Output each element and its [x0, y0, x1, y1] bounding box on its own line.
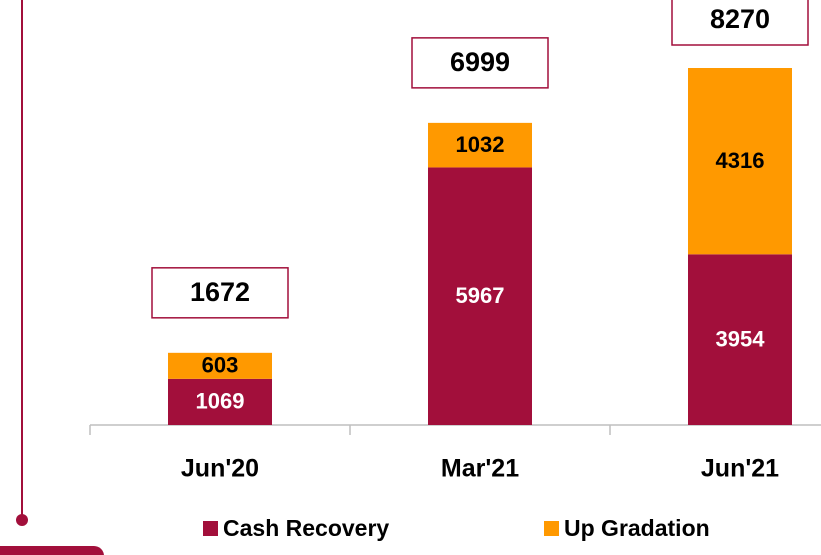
bar-segment: [688, 68, 792, 255]
total-box: [411, 37, 549, 89]
data-label: 603: [202, 353, 239, 378]
total-label: 8270: [710, 4, 770, 34]
bar-segment: [428, 122, 532, 168]
data-label: 4316: [716, 148, 765, 173]
x-tick-label: Mar'21: [441, 455, 519, 483]
data-label: 3954: [716, 326, 766, 351]
legend-label: Up Gradation: [564, 515, 710, 541]
total-label: 1672: [190, 277, 250, 307]
data-label: 5967: [456, 283, 505, 308]
bar-segment: [168, 352, 272, 379]
data-label: 1069: [196, 389, 245, 414]
legend-label: Cash Recovery: [223, 515, 389, 541]
total-box: [151, 267, 289, 319]
total-box: [671, 0, 809, 46]
decor-dot: [16, 514, 28, 526]
data-label: 1032: [456, 132, 505, 157]
total-label: 6999: [450, 47, 510, 77]
bar-segment: [428, 167, 532, 425]
legend-swatch: [203, 521, 218, 536]
decor-tab: [0, 546, 104, 555]
bar-segment: [168, 378, 272, 425]
x-tick-label: Jun'20: [181, 455, 259, 483]
x-tick-label: Jun'21: [701, 455, 779, 483]
legend-swatch: [544, 521, 559, 536]
bar-segment: [688, 254, 792, 425]
